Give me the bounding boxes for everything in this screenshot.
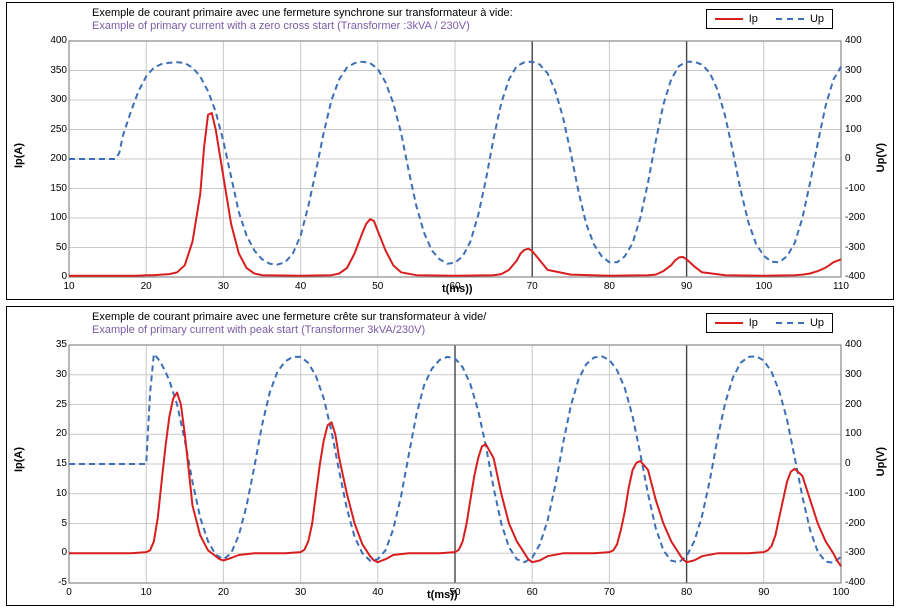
chart1-panel: Exemple de courant primaire avec une fer… — [6, 2, 894, 300]
chart2-panel: Exemple de courant primaire avec une fer… — [6, 306, 894, 606]
page: Exemple de courant primaire avec une fer… — [0, 0, 900, 614]
chart1-plot — [7, 3, 893, 299]
chart2-plot — [7, 307, 893, 605]
